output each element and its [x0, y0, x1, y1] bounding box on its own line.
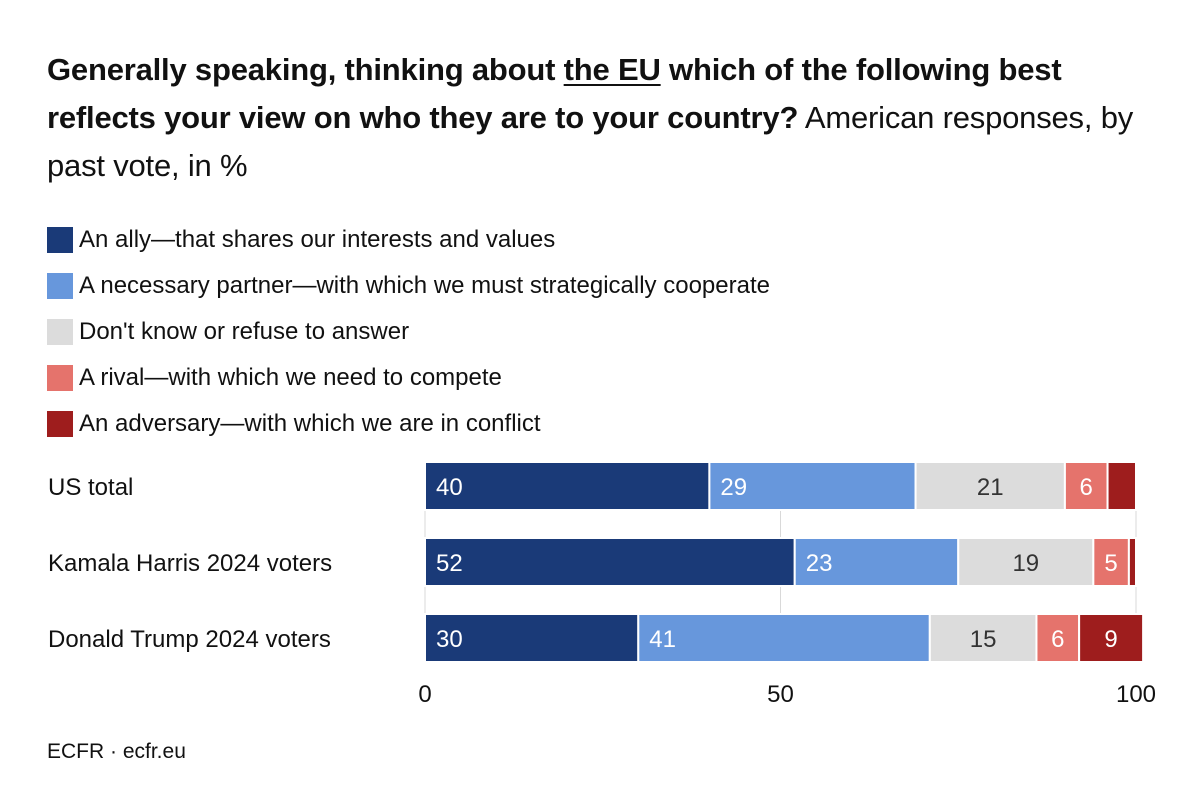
legend-item-ally: An ally—that shares our interests and va…	[47, 217, 770, 263]
x-tick-label: 0	[418, 681, 431, 708]
data-label-rival: 6	[1051, 626, 1064, 653]
bar-rival	[1035, 613, 1081, 663]
bar-ally	[424, 461, 711, 511]
category-label: US total	[48, 474, 133, 501]
legend-item-dontknow: Don't know or refuse to answer	[47, 309, 770, 355]
category-label: Donald Trump 2024 voters	[48, 626, 331, 653]
bar-rival	[1092, 537, 1130, 587]
data-label-partner: 41	[649, 626, 676, 653]
data-label-partner: 23	[806, 550, 833, 577]
legend-swatch-partner	[47, 273, 73, 299]
legend-swatch-adversary	[47, 411, 73, 437]
legend-swatch-dontknow	[47, 319, 73, 345]
x-tick-label: 100	[1116, 681, 1156, 708]
legend-item-rival: A rival—with which we need to compete	[47, 355, 770, 401]
data-label-dontknow: 21	[977, 474, 1004, 501]
data-label-rival: 5	[1104, 550, 1117, 577]
legend-label-partner: A necessary partner—with which we must s…	[79, 272, 770, 299]
legend-label-adversary: An adversary—with which we are in confli…	[79, 410, 541, 437]
data-label-dontknow: 15	[970, 626, 997, 653]
legend-item-adversary: An adversary—with which we are in confli…	[47, 401, 770, 447]
data-label-adversary: 9	[1104, 626, 1117, 653]
title-part-1: Generally speaking, thinking about	[47, 52, 564, 87]
legend-item-partner: A necessary partner—with which we must s…	[47, 263, 770, 309]
legend-swatch-ally	[47, 227, 73, 253]
bar-adversary	[1127, 537, 1138, 587]
source-credit: ECFR · ecfr.eu	[47, 740, 186, 763]
bar-ally	[424, 537, 796, 587]
data-label-rival: 6	[1080, 474, 1093, 501]
bar-partner	[708, 461, 917, 511]
x-tick-label: 50	[767, 681, 794, 708]
data-label-partner: 29	[720, 474, 747, 501]
data-label-dontknow: 19	[1012, 550, 1039, 577]
chart-title: Generally speaking, thinking about the E…	[47, 46, 1157, 190]
bar-adversary	[1106, 461, 1138, 511]
bar-partner	[793, 537, 960, 587]
legend-swatch-rival	[47, 365, 73, 391]
bar-adversary	[1078, 613, 1145, 663]
bar-dontknow	[957, 537, 1095, 587]
bar-dontknow	[928, 613, 1038, 663]
data-label-ally: 52	[436, 550, 463, 577]
legend-label-ally: An ally—that shares our interests and va…	[79, 226, 556, 253]
chart-subtitle: American responses, by past vote, in %	[47, 100, 1134, 183]
category-label: Kamala Harris 2024 voters	[48, 550, 332, 577]
bar-ally	[424, 613, 640, 663]
legend-label-rival: A rival—with which we need to compete	[79, 364, 502, 391]
bar-dontknow	[914, 461, 1066, 511]
data-label-ally: 40	[436, 474, 463, 501]
legend-label-dontknow: Don't know or refuse to answer	[79, 318, 410, 345]
bar-partner	[637, 613, 931, 663]
title-part-2: which of the following best reflects you…	[47, 52, 1062, 135]
legend: An ally—that shares our interests and va…	[47, 217, 770, 447]
title-underlined: the EU	[563, 52, 661, 87]
data-label-ally: 30	[436, 626, 463, 653]
